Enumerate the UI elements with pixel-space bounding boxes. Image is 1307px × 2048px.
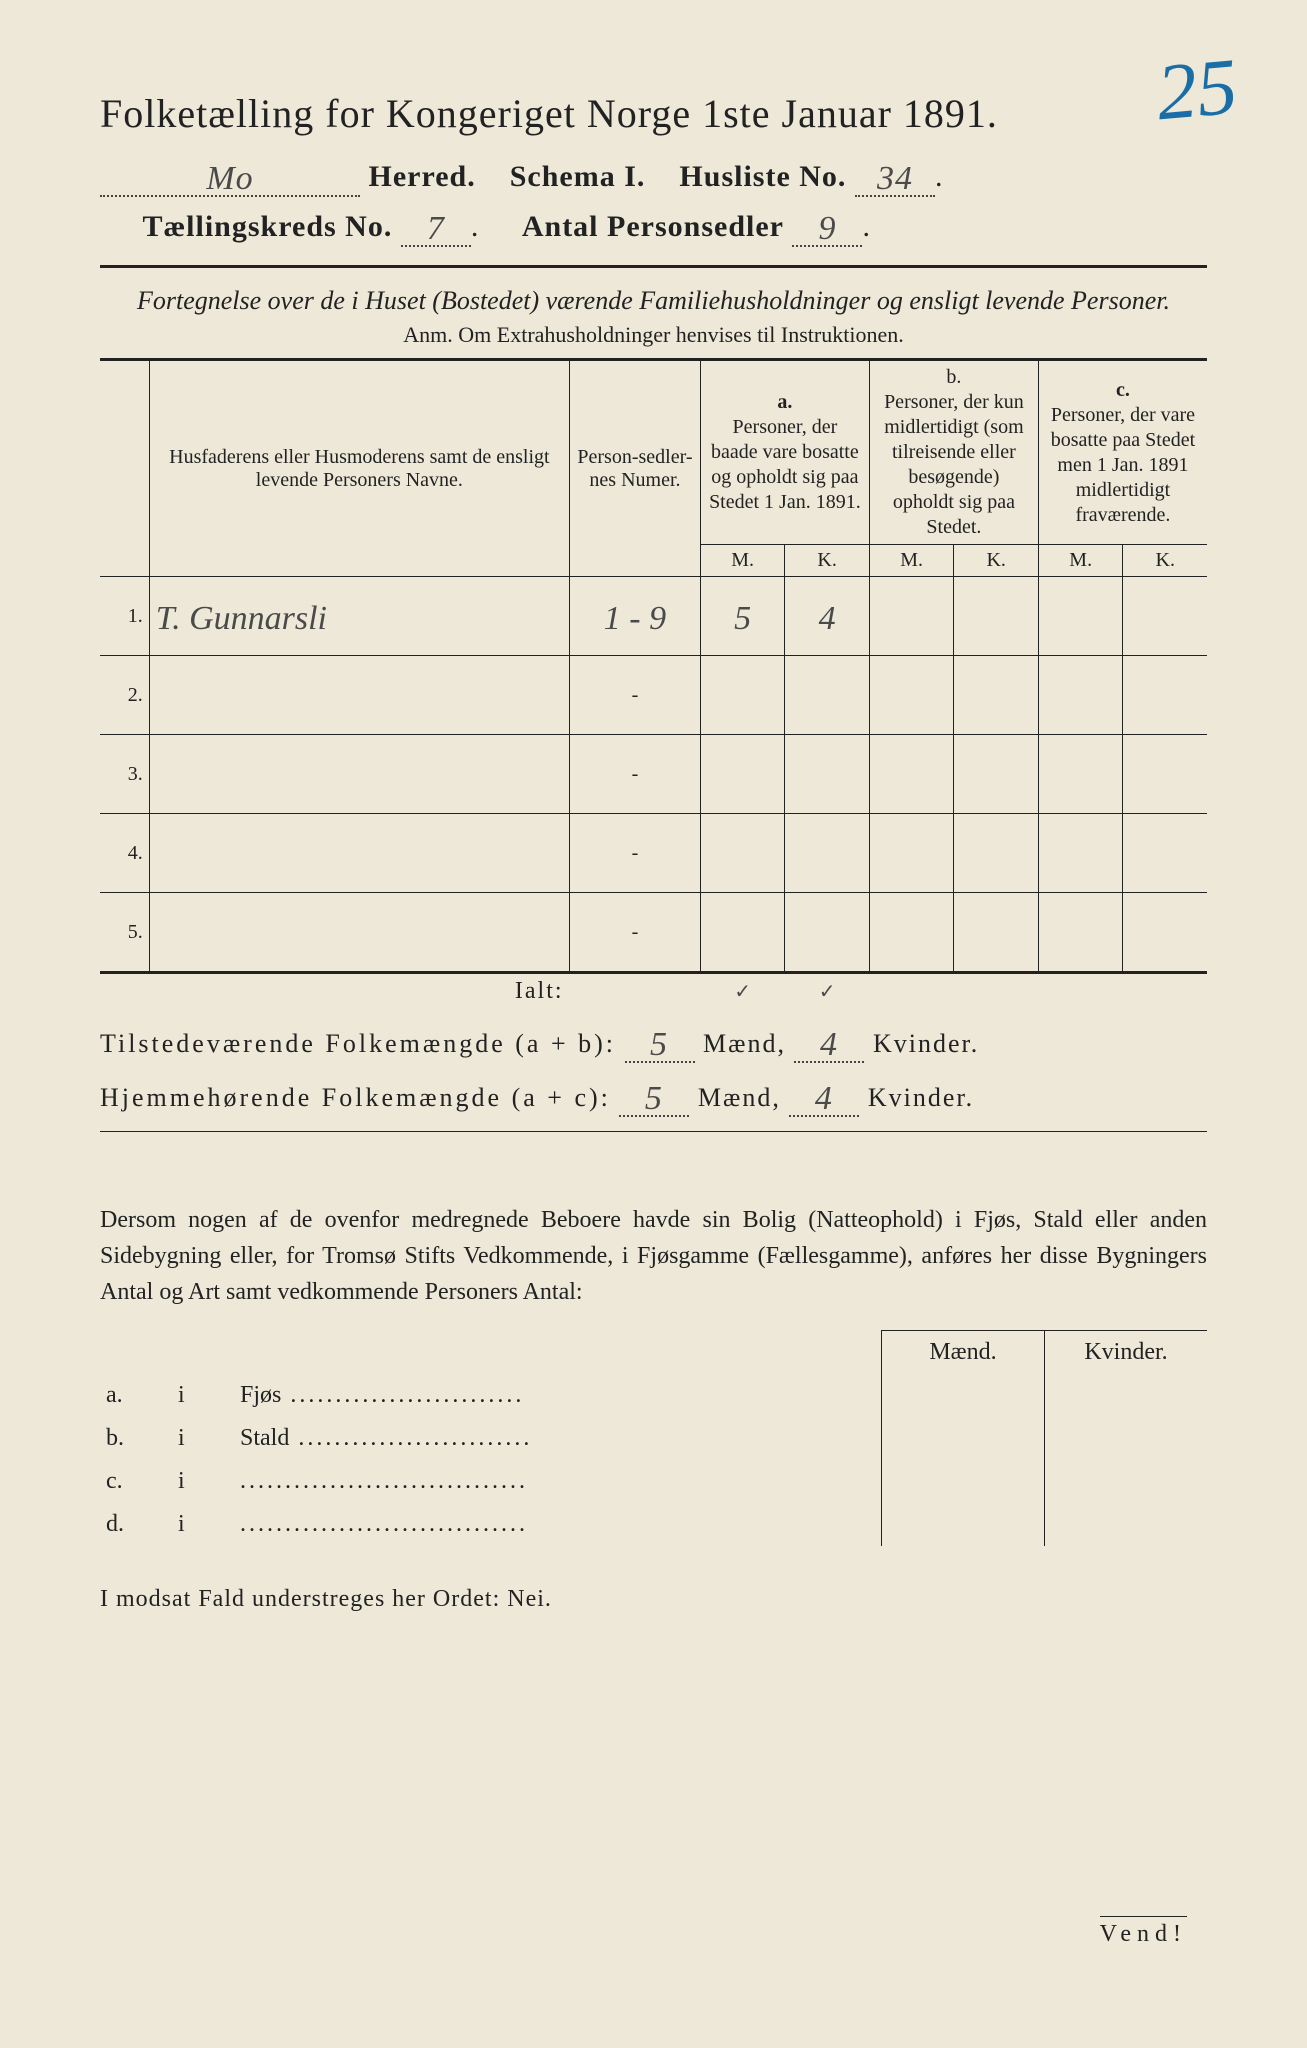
person-seddel-num: - [570,735,701,814]
row-letter: a. [100,1374,172,1417]
divider [100,265,1207,268]
present-label: Tilstedeværende Folkemængde (a + b): [100,1029,616,1058]
build-kvinder-header: Kvinder. [1045,1331,1208,1375]
build-maend-header: Mænd. [882,1331,1045,1375]
nei-line: I modsat Fald understreges her Ordet: Ne… [100,1586,1207,1613]
cell-am: 5 [734,600,751,637]
table-row: 5. - [100,893,1207,973]
check-am: ✓ [700,973,785,1010]
building-type: Stald [240,1425,289,1451]
col-b-m: M. [869,545,954,577]
row-i: i [172,1460,234,1503]
resident-label: Hjemmehørende Folkemængde (a + c): [100,1083,611,1112]
row-i: i [172,1417,234,1460]
col-a-header: Personer, der baade vare bosatte og opho… [709,416,861,513]
kvinder-label: Kvinder. [873,1029,979,1058]
person-seddel-num: - [570,656,701,735]
building-type: Fjøs [240,1382,281,1408]
table-row: 1. T. Gunnarsli 1 - 9 5 4 [100,577,1207,656]
col-a-k: K. [785,545,870,577]
maend-label: Mænd, [703,1029,786,1058]
form-note: Anm. Om Extrahusholdninger henvises til … [100,322,1207,348]
person-name: T. Gunnarsli [156,600,327,637]
person-name [149,735,569,814]
check-ak: ✓ [785,973,870,1010]
col-c-header: Personer, der vare bosatte paa Stedet me… [1051,404,1195,526]
household-table: Husfaderens eller Husmoderens samt de en… [100,358,1207,1009]
col-names-header: Husfaderens eller Husmoderens samt de en… [149,360,569,577]
kreds-label: Tællingskreds No. [143,210,393,243]
turn-over-label: Vend! [1100,1916,1187,1948]
row-letter: b. [100,1417,172,1460]
row-num: 1. [100,577,149,656]
person-name [149,893,569,973]
kvinder-label: Kvinder. [868,1083,974,1112]
divider [100,1131,1207,1132]
antal-label: Antal Personsedler [522,210,784,243]
col-b-header: Personer, der kun midlertidigt (som tilr… [884,391,1024,538]
col-c-m: M. [1038,545,1123,577]
col-number-header: Person-sedler-nes Numer. [570,360,701,577]
herred-value: Mo [206,160,253,197]
totals-present: Tilstedeværende Folkemængde (a + b): 5 M… [100,1023,1207,1063]
building-row: a. i Fjøs .......................... [100,1374,1207,1417]
cell-ck [1123,577,1207,656]
row-letter: c. [100,1460,172,1503]
herred-label: Herred. [369,160,476,193]
kreds-value: 7 [427,210,445,247]
person-seddel-num: - [570,893,701,973]
building-row: b. i Stald .......................... [100,1417,1207,1460]
person-seddel-num: - [570,814,701,893]
row-i: i [172,1374,234,1417]
cell-bk [954,577,1039,656]
row-num: 4. [100,814,149,893]
person-seddel-num: 1 - 9 [604,600,666,637]
husliste-label: Husliste No. [679,160,846,193]
table-total-row: Ialt: ✓ ✓ [100,973,1207,1010]
col-b-k: K. [954,545,1039,577]
col-b-letter: b. [946,366,961,388]
maend-label: Mænd, [698,1083,781,1112]
cell-ak: 4 [819,600,836,637]
table-row: 2. - [100,656,1207,735]
form-title: Folketælling for Kongeriget Norge 1ste J… [100,90,1207,137]
form-subtitle: Fortegnelse over de i Huset (Bostedet) v… [100,286,1207,316]
row-num: 2. [100,656,149,735]
person-name [149,814,569,893]
totals-resident: Hjemmehørende Folkemængde (a + c): 5 Mæn… [100,1077,1207,1117]
cell-cm [1038,577,1123,656]
present-women: 4 [820,1026,839,1063]
row-num: 3. [100,735,149,814]
census-form-page: 25 Folketælling for Kongeriget Norge 1st… [0,0,1307,2048]
page-number-annotation: 25 [1153,42,1241,140]
schema-label: Schema I. [510,160,646,193]
resident-men: 5 [645,1080,664,1117]
col-a-m: M. [700,545,785,577]
present-men: 5 [650,1026,669,1063]
buildings-paragraph: Dersom nogen af de ovenfor medregnede Be… [100,1202,1207,1310]
header-line-3: Tællingskreds No. 7. Antal Personsedler … [100,207,1207,247]
row-letter: d. [100,1503,172,1546]
header-line-2: Mo Herred. Schema I. Husliste No. 34. [100,157,1207,197]
buildings-table: Mænd. Kvinder. a. i Fjøs ...............… [100,1330,1207,1546]
resident-women: 4 [815,1080,834,1117]
building-row: c. i ................................ [100,1460,1207,1503]
row-i: i [172,1503,234,1546]
antal-value: 9 [818,210,836,247]
building-row: d. i ................................ [100,1503,1207,1546]
cell-bm [869,577,954,656]
table-row: 3. - [100,735,1207,814]
col-c-k: K. [1123,545,1207,577]
col-a-letter: a. [777,391,792,413]
col-c-letter: c. [1116,379,1130,401]
table-row: 4. - [100,814,1207,893]
husliste-value: 34 [877,160,913,197]
person-name [149,656,569,735]
ialt-label: Ialt: [149,973,569,1010]
row-num: 5. [100,893,149,973]
